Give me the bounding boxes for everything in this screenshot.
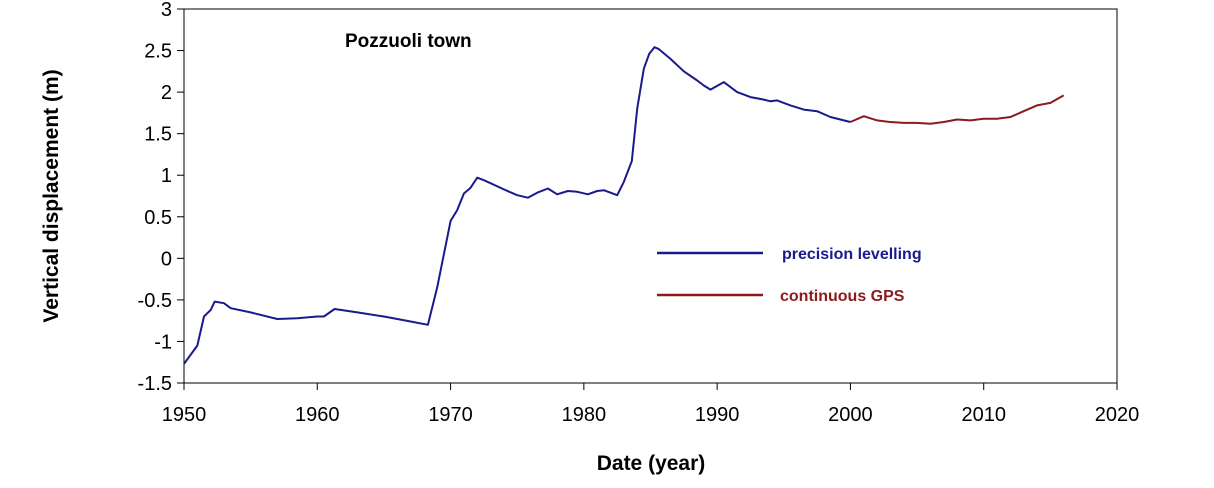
- y-tick-label: 2: [161, 82, 172, 104]
- chart-annotation: Pozzuoli town: [345, 31, 472, 52]
- legend: precision levelling continuous GPS: [657, 246, 922, 305]
- y-tick-label: 0: [161, 248, 172, 270]
- x-tick-label: 2020: [1095, 404, 1140, 426]
- y-tick-label: 0.5: [144, 207, 172, 229]
- y-tick-label: 1.5: [144, 124, 172, 146]
- x-tick-label: 2010: [961, 404, 1006, 426]
- x-axis-title: Date (year): [597, 452, 706, 475]
- x-tick-label: 1990: [695, 404, 740, 426]
- y-axis-ticks: 3 2.5 2 1.5 1 0.5 0 -0.5 -1 -1.5: [138, 0, 184, 395]
- series-line-continuous-gps: [850, 94, 1065, 125]
- plot-frame: [183, 8, 1118, 384]
- y-axis-title: Vertical displacement (m): [40, 69, 63, 322]
- y-tick-label: 1: [161, 165, 172, 187]
- legend-label-precision-levelling: precision levelling: [782, 246, 922, 263]
- x-tick-label: 1980: [562, 404, 607, 426]
- y-tick-label: -1: [154, 331, 172, 353]
- y-tick-label: -0.5: [138, 290, 172, 312]
- y-tick-label: 3: [161, 0, 172, 21]
- y-tick-label: 2.5: [144, 41, 172, 63]
- series-layer: [183, 46, 1065, 365]
- x-axis-ticks: 1950 1960 1970 1980 1990 2000 2010 2020: [162, 383, 1140, 426]
- y-tick-label: -1.5: [138, 373, 172, 395]
- legend-label-continuous-gps: continuous GPS: [780, 288, 905, 305]
- x-tick-label: 2000: [828, 404, 873, 426]
- x-tick-label: 1960: [295, 404, 340, 426]
- x-tick-label: 1950: [162, 404, 207, 426]
- series-line-precision-levelling: [183, 46, 851, 365]
- x-tick-label: 1970: [428, 404, 473, 426]
